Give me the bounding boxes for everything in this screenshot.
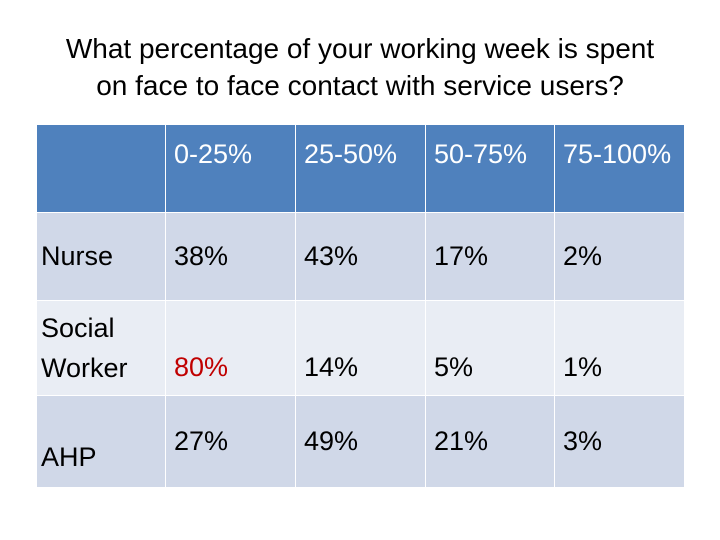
table-row-ahp: AHP 27% 49% 21% 3% xyxy=(36,395,685,488)
header-cell-0-25: 0-25% xyxy=(165,124,296,213)
value-cell: 27% xyxy=(165,395,296,488)
row-label-text: Social xyxy=(41,313,115,343)
row-label-text: Nurse xyxy=(41,241,114,271)
value-cell: 49% xyxy=(295,395,426,488)
value-cell: 17% xyxy=(425,212,555,301)
header-cell-25-50: 25-50% xyxy=(295,124,426,213)
row-label-social-worker: Social Worker xyxy=(36,300,166,396)
table-row-nurse: Nurse 38% 43% 17% 2% xyxy=(36,212,685,301)
title-line-2: on face to face contact with service use… xyxy=(96,70,624,101)
value-cell: 21% xyxy=(425,395,555,488)
chart-title: What percentage of your working week is … xyxy=(20,30,700,104)
value-cell: 5% xyxy=(425,300,555,396)
row-label-ahp: AHP xyxy=(36,395,166,488)
value-cell: 38% xyxy=(165,212,296,301)
header-row: 0-25% 25-50% 50-75% 75-100% xyxy=(36,124,685,213)
header-cell-corner xyxy=(36,124,166,213)
row-label-text: Worker xyxy=(41,353,128,383)
value-cell: 2% xyxy=(554,212,685,301)
header-cell-50-75: 50-75% xyxy=(425,124,555,213)
header-cell-75-100: 75-100% xyxy=(554,124,685,213)
value-cell: 1% xyxy=(554,300,685,396)
row-label-text: AHP xyxy=(41,442,97,472)
value-cell: 3% xyxy=(554,395,685,488)
value-cell: 80% xyxy=(165,300,296,396)
table-row-social-worker: Social Worker 80% 14% 5% 1% xyxy=(36,300,685,396)
row-label-nurse: Nurse xyxy=(36,212,166,301)
value-cell: 14% xyxy=(295,300,426,396)
title-line-1: What percentage of your working week is … xyxy=(65,33,655,64)
value-cell: 43% xyxy=(295,212,426,301)
data-table: 0-25% 25-50% 50-75% 75-100% Nurse 38% 43… xyxy=(36,124,685,488)
